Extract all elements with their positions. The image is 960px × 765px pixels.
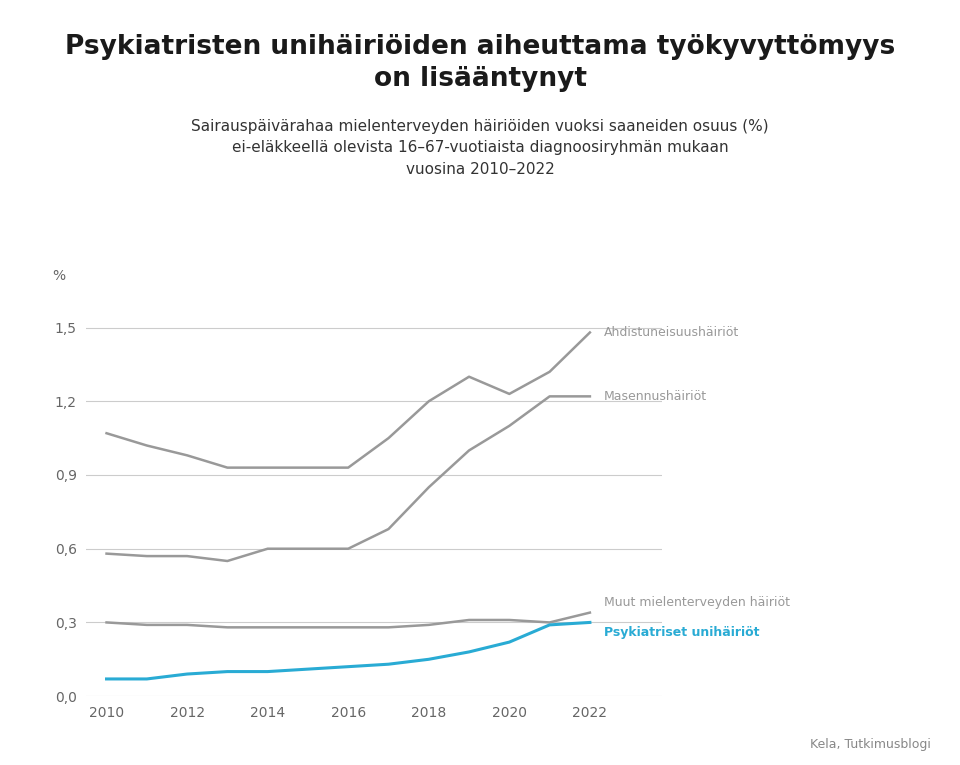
Text: %: % [52, 269, 65, 282]
Text: Masennushäiriöt: Masennushäiriöt [604, 390, 708, 403]
Text: Kela, Tutkimusblogi: Kela, Tutkimusblogi [810, 738, 931, 751]
Text: Ahdistuneisuushäiriöt: Ahdistuneisuushäiriöt [604, 326, 739, 339]
Text: Muut mielenterveyden häiriöt: Muut mielenterveyden häiriöt [604, 596, 790, 609]
Text: Psykiatriset unihäiriöt: Psykiatriset unihäiriöt [604, 626, 759, 639]
Text: Sairauspäivärahaa mielenterveyden häiriöiden vuoksi saaneiden osuus (%)
ei-eläkk: Sairauspäivärahaa mielenterveyden häiriö… [191, 119, 769, 177]
Text: Psykiatristen unihäiriöiden aiheuttama työkyvyttömyys
on lisääntynyt: Psykiatristen unihäiriöiden aiheuttama t… [65, 34, 895, 93]
